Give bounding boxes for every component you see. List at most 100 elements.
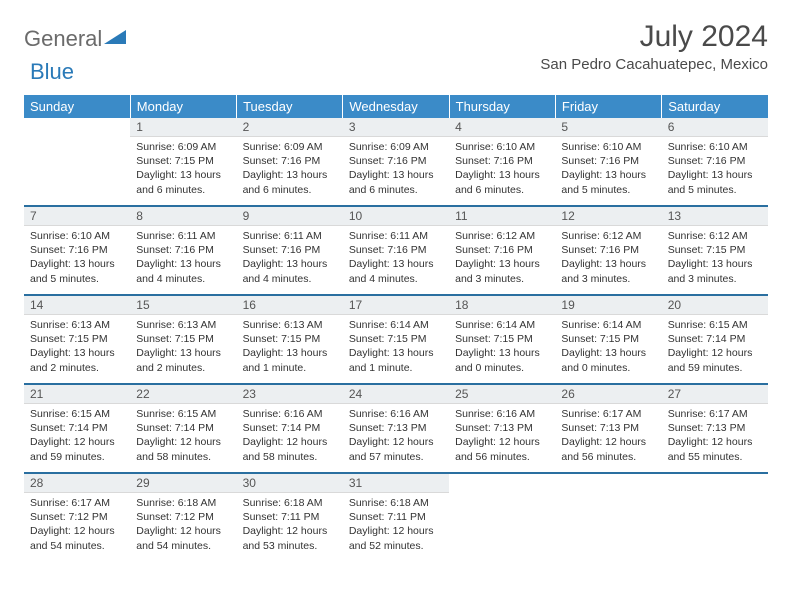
day-number: 14 (24, 296, 130, 315)
location-label: San Pedro Cacahuatepec, Mexico (540, 56, 768, 73)
day-cell: 27Sunrise: 6:17 AMSunset: 7:13 PMDayligh… (662, 385, 768, 473)
day-cell: 20Sunrise: 6:15 AMSunset: 7:14 PMDayligh… (662, 296, 768, 384)
day-header: Wednesday (343, 95, 449, 118)
day-cell: 18Sunrise: 6:14 AMSunset: 7:15 PMDayligh… (449, 296, 555, 384)
day-number: 29 (130, 474, 236, 493)
day-data: Sunrise: 6:17 AMSunset: 7:13 PMDaylight:… (555, 404, 661, 470)
day-number: 1 (130, 118, 236, 137)
day-header: Saturday (662, 95, 768, 118)
day-data: Sunrise: 6:17 AMSunset: 7:13 PMDaylight:… (662, 404, 768, 470)
day-cell: 24Sunrise: 6:16 AMSunset: 7:13 PMDayligh… (343, 385, 449, 473)
day-cell: 19Sunrise: 6:14 AMSunset: 7:15 PMDayligh… (555, 296, 661, 384)
day-data: Sunrise: 6:15 AMSunset: 7:14 PMDaylight:… (130, 404, 236, 470)
day-cell: 13Sunrise: 6:12 AMSunset: 7:15 PMDayligh… (662, 207, 768, 295)
day-cell: 3Sunrise: 6:09 AMSunset: 7:16 PMDaylight… (343, 118, 449, 206)
logo-text-blue: Blue (30, 59, 74, 84)
day-number: 16 (237, 296, 343, 315)
day-cell (449, 474, 555, 562)
day-cell: 10Sunrise: 6:11 AMSunset: 7:16 PMDayligh… (343, 207, 449, 295)
day-number: 7 (24, 207, 130, 226)
week-row: 28Sunrise: 6:17 AMSunset: 7:12 PMDayligh… (24, 474, 768, 562)
week-row: 1Sunrise: 6:09 AMSunset: 7:15 PMDaylight… (24, 118, 768, 206)
day-cell: 15Sunrise: 6:13 AMSunset: 7:15 PMDayligh… (130, 296, 236, 384)
logo-triangle-icon (104, 29, 126, 50)
week-row: 7Sunrise: 6:10 AMSunset: 7:16 PMDaylight… (24, 207, 768, 295)
day-data: Sunrise: 6:13 AMSunset: 7:15 PMDaylight:… (24, 315, 130, 381)
day-number: 31 (343, 474, 449, 493)
day-number: 28 (24, 474, 130, 493)
day-cell: 22Sunrise: 6:15 AMSunset: 7:14 PMDayligh… (130, 385, 236, 473)
day-cell: 5Sunrise: 6:10 AMSunset: 7:16 PMDaylight… (555, 118, 661, 206)
logo-text-general: General (24, 26, 102, 52)
week-row: 14Sunrise: 6:13 AMSunset: 7:15 PMDayligh… (24, 296, 768, 384)
day-number: 24 (343, 385, 449, 404)
day-data: Sunrise: 6:10 AMSunset: 7:16 PMDaylight:… (24, 226, 130, 292)
day-number: 22 (130, 385, 236, 404)
day-cell: 9Sunrise: 6:11 AMSunset: 7:16 PMDaylight… (237, 207, 343, 295)
day-cell: 1Sunrise: 6:09 AMSunset: 7:15 PMDaylight… (130, 118, 236, 206)
day-data: Sunrise: 6:09 AMSunset: 7:16 PMDaylight:… (343, 137, 449, 203)
day-cell: 4Sunrise: 6:10 AMSunset: 7:16 PMDaylight… (449, 118, 555, 206)
day-number: 18 (449, 296, 555, 315)
week-row: 21Sunrise: 6:15 AMSunset: 7:14 PMDayligh… (24, 385, 768, 473)
day-data: Sunrise: 6:18 AMSunset: 7:11 PMDaylight:… (343, 493, 449, 559)
day-number: 3 (343, 118, 449, 137)
day-number: 21 (24, 385, 130, 404)
day-cell: 12Sunrise: 6:12 AMSunset: 7:16 PMDayligh… (555, 207, 661, 295)
logo: General (24, 20, 128, 52)
day-data: Sunrise: 6:14 AMSunset: 7:15 PMDaylight:… (449, 315, 555, 381)
day-cell: 28Sunrise: 6:17 AMSunset: 7:12 PMDayligh… (24, 474, 130, 562)
day-data: Sunrise: 6:16 AMSunset: 7:13 PMDaylight:… (343, 404, 449, 470)
day-data: Sunrise: 6:14 AMSunset: 7:15 PMDaylight:… (555, 315, 661, 381)
day-header: Sunday (24, 95, 130, 118)
day-number: 15 (130, 296, 236, 315)
day-number: 26 (555, 385, 661, 404)
day-number: 2 (237, 118, 343, 137)
day-number: 5 (555, 118, 661, 137)
day-cell: 21Sunrise: 6:15 AMSunset: 7:14 PMDayligh… (24, 385, 130, 473)
day-cell: 7Sunrise: 6:10 AMSunset: 7:16 PMDaylight… (24, 207, 130, 295)
day-cell: 17Sunrise: 6:14 AMSunset: 7:15 PMDayligh… (343, 296, 449, 384)
day-cell: 26Sunrise: 6:17 AMSunset: 7:13 PMDayligh… (555, 385, 661, 473)
day-data: Sunrise: 6:10 AMSunset: 7:16 PMDaylight:… (449, 137, 555, 203)
calendar-header-row: SundayMondayTuesdayWednesdayThursdayFrid… (24, 95, 768, 118)
day-data: Sunrise: 6:18 AMSunset: 7:11 PMDaylight:… (237, 493, 343, 559)
day-number: 20 (662, 296, 768, 315)
day-data: Sunrise: 6:12 AMSunset: 7:15 PMDaylight:… (662, 226, 768, 292)
day-cell (662, 474, 768, 562)
day-data: Sunrise: 6:15 AMSunset: 7:14 PMDaylight:… (24, 404, 130, 470)
day-cell (555, 474, 661, 562)
day-data: Sunrise: 6:14 AMSunset: 7:15 PMDaylight:… (343, 315, 449, 381)
day-cell: 8Sunrise: 6:11 AMSunset: 7:16 PMDaylight… (130, 207, 236, 295)
day-data: Sunrise: 6:09 AMSunset: 7:15 PMDaylight:… (130, 137, 236, 203)
day-cell: 23Sunrise: 6:16 AMSunset: 7:14 PMDayligh… (237, 385, 343, 473)
day-data: Sunrise: 6:13 AMSunset: 7:15 PMDaylight:… (130, 315, 236, 381)
day-cell: 11Sunrise: 6:12 AMSunset: 7:16 PMDayligh… (449, 207, 555, 295)
day-number: 27 (662, 385, 768, 404)
day-data: Sunrise: 6:11 AMSunset: 7:16 PMDaylight:… (237, 226, 343, 292)
day-data: Sunrise: 6:10 AMSunset: 7:16 PMDaylight:… (555, 137, 661, 203)
page-title: July 2024 (540, 20, 768, 54)
day-cell: 16Sunrise: 6:13 AMSunset: 7:15 PMDayligh… (237, 296, 343, 384)
day-data: Sunrise: 6:11 AMSunset: 7:16 PMDaylight:… (130, 226, 236, 292)
day-number: 23 (237, 385, 343, 404)
day-cell: 2Sunrise: 6:09 AMSunset: 7:16 PMDaylight… (237, 118, 343, 206)
day-data: Sunrise: 6:18 AMSunset: 7:12 PMDaylight:… (130, 493, 236, 559)
day-data: Sunrise: 6:10 AMSunset: 7:16 PMDaylight:… (662, 137, 768, 203)
day-number: 8 (130, 207, 236, 226)
day-data: Sunrise: 6:12 AMSunset: 7:16 PMDaylight:… (449, 226, 555, 292)
day-number: 4 (449, 118, 555, 137)
day-header: Thursday (449, 95, 555, 118)
day-cell: 31Sunrise: 6:18 AMSunset: 7:11 PMDayligh… (343, 474, 449, 562)
day-cell: 14Sunrise: 6:13 AMSunset: 7:15 PMDayligh… (24, 296, 130, 384)
day-header: Tuesday (237, 95, 343, 118)
day-number: 6 (662, 118, 768, 137)
day-header: Monday (130, 95, 236, 118)
day-cell: 30Sunrise: 6:18 AMSunset: 7:11 PMDayligh… (237, 474, 343, 562)
day-number: 17 (343, 296, 449, 315)
day-number: 12 (555, 207, 661, 226)
calendar-table: SundayMondayTuesdayWednesdayThursdayFrid… (24, 95, 768, 562)
day-cell (24, 118, 130, 206)
day-cell: 6Sunrise: 6:10 AMSunset: 7:16 PMDaylight… (662, 118, 768, 206)
title-block: July 2024 San Pedro Cacahuatepec, Mexico (540, 20, 768, 73)
